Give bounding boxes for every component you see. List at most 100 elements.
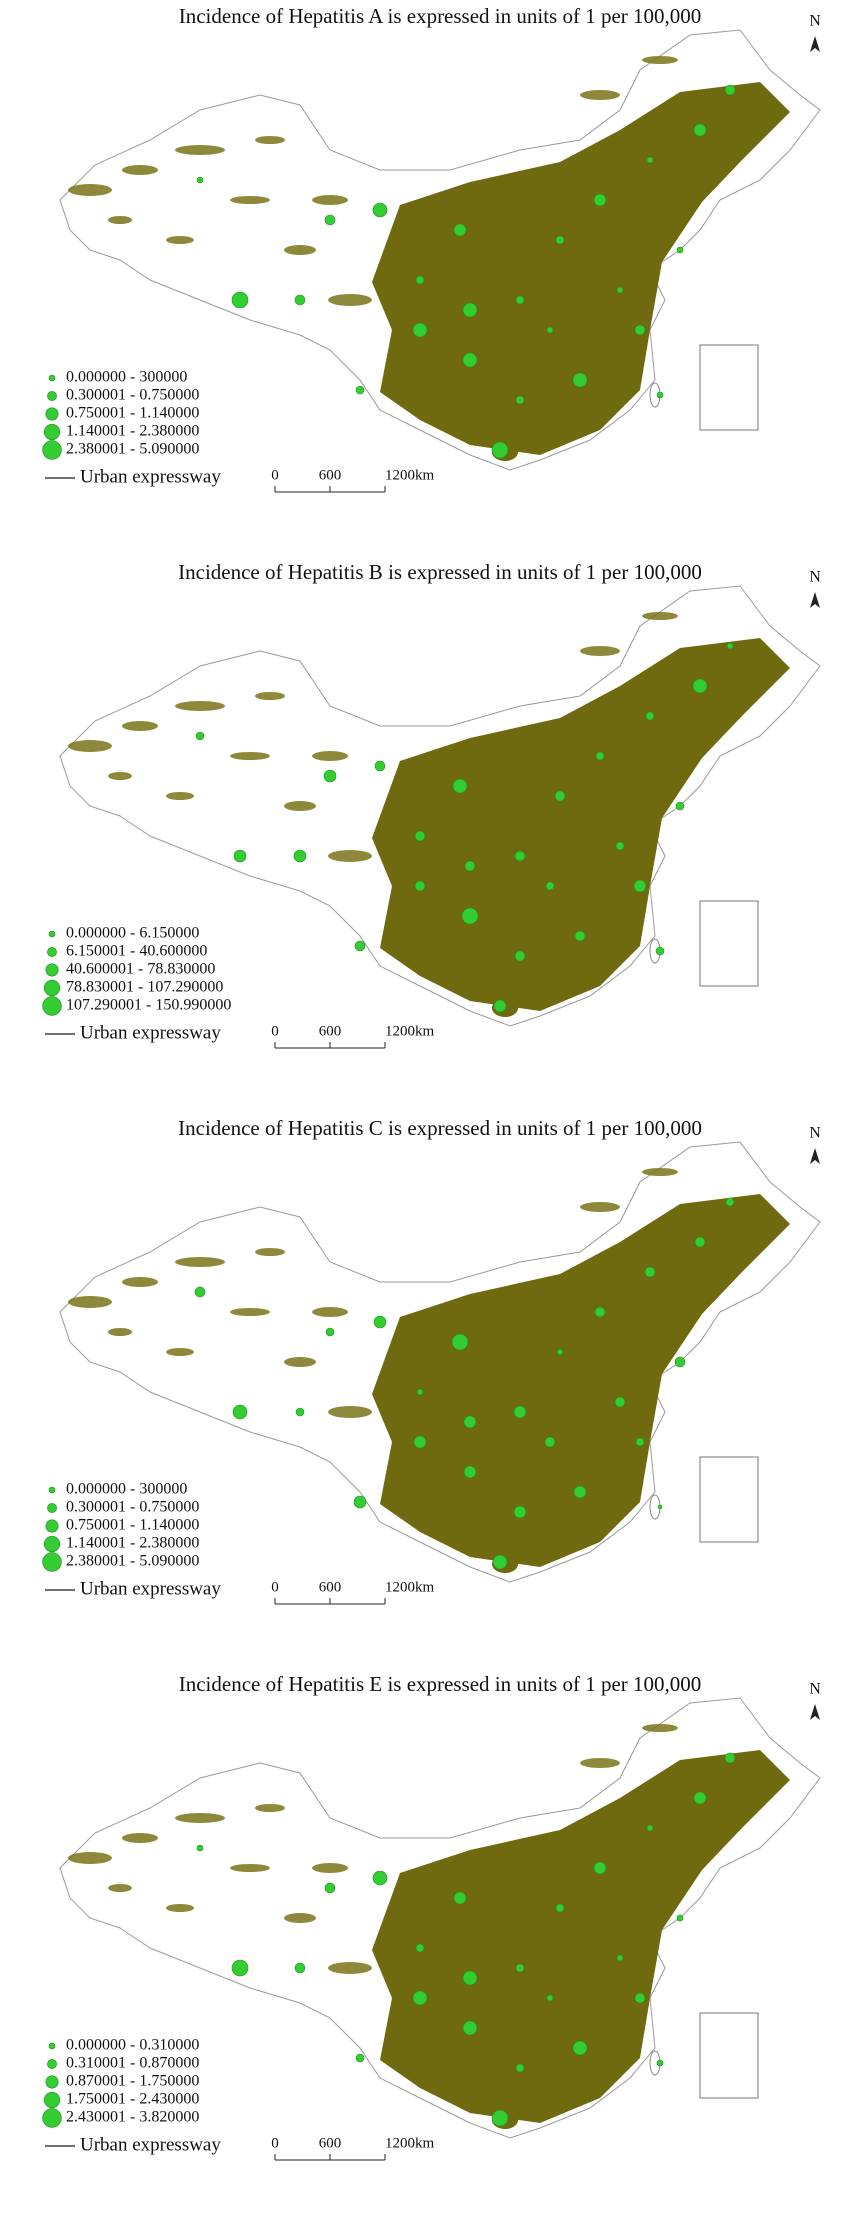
legend-symbol [48, 2042, 56, 2050]
city-marker [463, 1415, 477, 1429]
city-marker [694, 1236, 706, 1248]
expressway-label: Urban expressway [80, 2134, 221, 2155]
legend-label: 78.830001 - 107.290000 [66, 979, 223, 996]
map-title: Incidence of Hepatitis E is expressed in… [179, 1672, 702, 1696]
city-marker [325, 1327, 335, 1337]
city-marker [513, 1505, 527, 1519]
city-marker [692, 678, 708, 694]
city-marker [674, 1356, 686, 1368]
legend-label: 2.380001 - 5.090000 [66, 441, 199, 458]
urban-area [108, 1328, 132, 1336]
scale-label: 1200km [385, 2135, 435, 2151]
city-marker [462, 352, 478, 368]
urban-area [328, 1406, 372, 1418]
city-marker [372, 202, 388, 218]
legend-symbol [48, 930, 56, 938]
city-marker [461, 907, 479, 925]
city-marker [491, 2109, 509, 2127]
city-marker [595, 751, 605, 761]
city-marker [616, 286, 624, 294]
scale-label: 0 [271, 1579, 279, 1595]
scale-label: 600 [319, 1023, 342, 1039]
north-label: N [809, 1125, 821, 1142]
city-marker [412, 322, 428, 338]
legend-symbol [47, 2059, 57, 2069]
urban-area [255, 136, 285, 144]
scale-bar [274, 1042, 386, 1049]
city-marker [515, 295, 525, 305]
city-marker [415, 1943, 425, 1953]
city-marker [324, 214, 336, 226]
urban-area [312, 1307, 348, 1317]
city-marker [573, 1485, 587, 1499]
city-marker [546, 326, 554, 334]
north-label: N [809, 569, 821, 586]
city-marker [464, 860, 476, 872]
city-marker [634, 324, 646, 336]
urban-area [580, 1202, 620, 1212]
legend-label: 0.000000 - 0.310000 [66, 2037, 199, 2054]
north-arrow [810, 1148, 820, 1164]
inset-box [699, 2012, 759, 2099]
map-panel: Incidence of Hepatitis A is expressed in… [42, 4, 821, 493]
urban-area [372, 1194, 790, 1567]
urban-area [580, 646, 620, 656]
city-marker [355, 385, 365, 395]
city-marker [656, 2059, 664, 2067]
legend-symbol [47, 947, 57, 957]
legend-symbol [45, 1519, 59, 1533]
legend-symbol [43, 423, 61, 441]
city-marker [233, 849, 247, 863]
city-marker [645, 711, 655, 721]
city-marker [515, 395, 525, 405]
urban-area [68, 740, 112, 752]
urban-area [166, 1348, 194, 1356]
city-marker [194, 1286, 206, 1298]
city-marker [675, 801, 685, 811]
city-marker [545, 881, 555, 891]
city-marker [452, 778, 468, 794]
city-marker [294, 1962, 306, 1974]
urban-area [255, 1248, 285, 1256]
urban-area [68, 1852, 112, 1864]
urban-area [642, 1724, 678, 1732]
city-marker [196, 176, 204, 184]
legend-symbol [42, 996, 62, 1016]
city-marker [232, 1404, 248, 1420]
legend-label: 0.310001 - 0.870000 [66, 2055, 199, 2072]
city-marker [644, 1266, 656, 1278]
expressway-label: Urban expressway [80, 1022, 221, 1043]
urban-area [122, 721, 158, 731]
city-marker [616, 1954, 624, 1962]
legend-label: 6.150001 - 40.600000 [66, 943, 207, 960]
legend-label: 1.140001 - 2.380000 [66, 1535, 199, 1552]
city-marker [693, 1791, 707, 1805]
scale-bar [274, 486, 386, 493]
city-marker [415, 275, 425, 285]
scale-bar [274, 1598, 386, 1605]
urban-area [122, 1277, 158, 1287]
legend-label: 0.750001 - 1.140000 [66, 405, 199, 422]
north-label: N [809, 13, 821, 30]
urban-area [230, 1864, 270, 1872]
legend-label: 0.000000 - 300000 [66, 1481, 187, 1498]
city-marker [323, 769, 337, 783]
city-marker [554, 790, 566, 802]
city-marker [514, 950, 526, 962]
city-marker [416, 1388, 424, 1396]
city-marker [614, 1396, 626, 1408]
city-marker [555, 235, 565, 245]
city-marker [491, 441, 509, 459]
urban-area [108, 772, 132, 780]
north-arrow [810, 592, 820, 608]
city-marker [646, 156, 654, 164]
urban-area [68, 1296, 112, 1308]
scale-bar [274, 2154, 386, 2161]
city-marker [693, 123, 707, 137]
expressway-label: Urban expressway [80, 466, 221, 487]
city-marker [374, 760, 386, 772]
city-marker [231, 1959, 249, 1977]
legend-symbol [45, 963, 59, 977]
legend-label: 1.140001 - 2.380000 [66, 423, 199, 440]
scale-label: 0 [271, 2135, 279, 2151]
